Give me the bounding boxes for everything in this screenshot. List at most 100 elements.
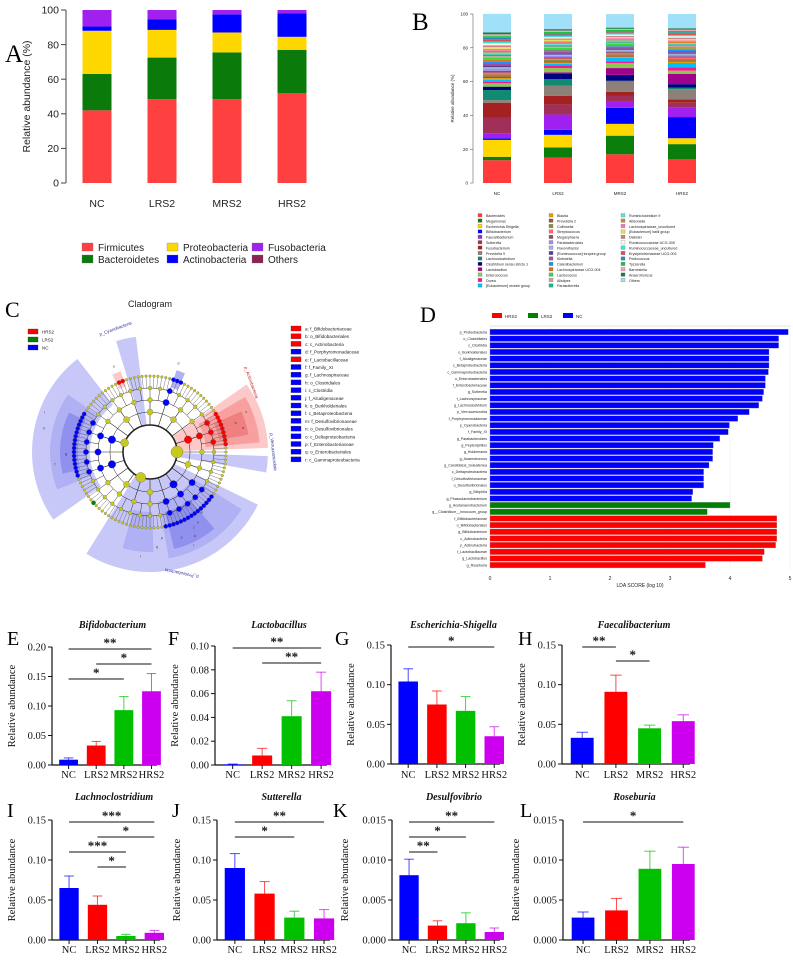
x-tick-label: MRS2 — [452, 770, 479, 781]
taxon-node — [164, 376, 168, 380]
bar-segment-ruminococcaceae-uncultured — [544, 35, 572, 38]
legend-swatch — [620, 261, 626, 266]
significance-label: * — [434, 823, 441, 838]
taxon-node — [90, 479, 96, 484]
x-tick-label: HRS2 — [481, 945, 507, 956]
legend-swatch — [477, 218, 483, 223]
y-tick-label: 0.00 — [538, 760, 556, 771]
legend-label: Actinobacteria — [183, 255, 247, 266]
lda-bar-label: f_Lachnospiraceae — [457, 397, 487, 401]
bar-segment-dorea — [668, 67, 696, 71]
taxon-node — [157, 386, 163, 391]
bar-segment-blautia — [483, 78, 511, 80]
tree-branch — [213, 455, 226, 457]
clade-highlight-sector — [164, 499, 215, 550]
bar-segment-bifidobacterium — [483, 138, 511, 140]
biomarker-node — [78, 418, 83, 424]
bar-segment-ruminiclostridium-9 — [668, 42, 696, 45]
bar-segment-ruminiclostridium-9 — [606, 40, 634, 42]
bar-segment-klebsiella — [668, 50, 696, 53]
tree-branch — [171, 467, 193, 483]
lda-bar-label: f_Porphyromonadaceae — [449, 417, 487, 421]
legend-label: Clostridium sensu stricto 1 — [486, 263, 528, 267]
taxon-node — [199, 394, 203, 397]
x-tick-label: 4 — [729, 576, 732, 582]
bar-segment-ruminococcaceae-ucg-005 — [544, 37, 572, 39]
biomarker-node — [94, 448, 102, 456]
legend-swatch — [290, 456, 302, 463]
taxon-node — [121, 521, 125, 525]
bar-segment-bacteroides — [668, 159, 696, 183]
legend-swatch — [290, 356, 302, 362]
tree-branch — [213, 447, 226, 449]
legend-swatch — [477, 234, 483, 239]
bar-segment-lachnospiraceae-uncultured — [483, 48, 511, 51]
panel-B-stacked-bar-chart: 0 20 40 60 80 100 Relative abundance (%) NC LRS2… — [450, 12, 696, 288]
panel-L-bar-chart: Roseburia 0.000 0.005 0.010 0.015 Relative ab… — [511, 792, 696, 956]
legend-label: g: f_Lachnospiraceae — [305, 373, 349, 378]
legend-label: n: o_Desulfovibrionales — [305, 427, 353, 432]
tree-branch — [130, 513, 134, 526]
bar-segment-faecalibacterium — [544, 114, 572, 130]
biomarker-node — [74, 430, 79, 435]
bar-segment-tyzzerella — [544, 31, 572, 34]
legend-label: m: f_Desulfovibrionaceae — [305, 419, 357, 424]
legend-label: HRS2 — [42, 330, 55, 335]
bar-segment-firmicutes — [147, 99, 177, 183]
biomarker-node — [72, 437, 78, 443]
bar-segment-parabacteroides — [606, 50, 634, 53]
bar-segment--ruminococcus-torques-group — [606, 48, 634, 50]
y-tick-label: 80 — [463, 45, 469, 50]
bar-segment-firmicutes — [82, 110, 112, 183]
legend-label: Others — [268, 255, 298, 266]
tree-branch — [203, 410, 214, 418]
taxon-node — [156, 374, 160, 378]
lda-bar — [489, 515, 777, 522]
taxon-node — [89, 402, 93, 406]
panel-letter: C — [5, 297, 20, 322]
clade-key: c — [246, 410, 248, 414]
legend-swatch — [548, 240, 554, 245]
clade-key: f — [54, 462, 55, 466]
bar — [484, 736, 505, 764]
bar-segment-escherichia-shigella — [544, 134, 572, 148]
legend-swatch — [548, 234, 554, 239]
clade-key: k — [194, 534, 196, 538]
taxon-node — [146, 488, 154, 496]
taxon-node — [199, 449, 205, 455]
legend-swatch — [290, 372, 302, 378]
biomarker-node — [184, 435, 192, 444]
clade-key: g — [65, 452, 67, 456]
taxon-node — [100, 391, 104, 395]
biomarker-node — [73, 433, 78, 439]
bar-segment-dialister — [668, 37, 696, 39]
bar-segment-lactococcus — [483, 58, 511, 60]
lda-bar — [489, 508, 708, 515]
legend-swatch — [290, 379, 302, 386]
biomarker-node — [189, 513, 194, 518]
x-tick-label: NC — [61, 770, 76, 781]
bar-segment-collinsella — [544, 59, 572, 62]
taxon-node — [116, 407, 122, 413]
bar-segment-catenibacterium — [483, 61, 511, 64]
tree-branch — [212, 465, 225, 468]
taxon-node — [148, 374, 152, 378]
bar-segment-actinobacteria — [82, 26, 112, 31]
biomarker-node — [213, 411, 219, 417]
y-axis-label: Relative abundance — [346, 663, 357, 746]
lda-bar-label: p_Verrucomicrobia — [457, 410, 487, 414]
legend-swatch — [548, 245, 554, 250]
tree-branch — [90, 492, 101, 500]
tree-branch — [102, 501, 110, 512]
bar — [59, 759, 78, 765]
bar — [571, 917, 595, 940]
chart-title: Roseburia — [612, 792, 655, 803]
bar — [570, 737, 594, 764]
x-tick-label: HRS2 — [481, 770, 507, 781]
y-tick-label: 0.00 — [28, 761, 46, 772]
lda-bar-label: c_Actinobacteria — [460, 537, 487, 541]
biomarker-node — [220, 426, 225, 431]
legend-label: Faecalibacterium — [486, 236, 513, 240]
x-tick-label: LRS2 — [250, 770, 275, 781]
bar-segment-pediococcus — [606, 31, 634, 33]
